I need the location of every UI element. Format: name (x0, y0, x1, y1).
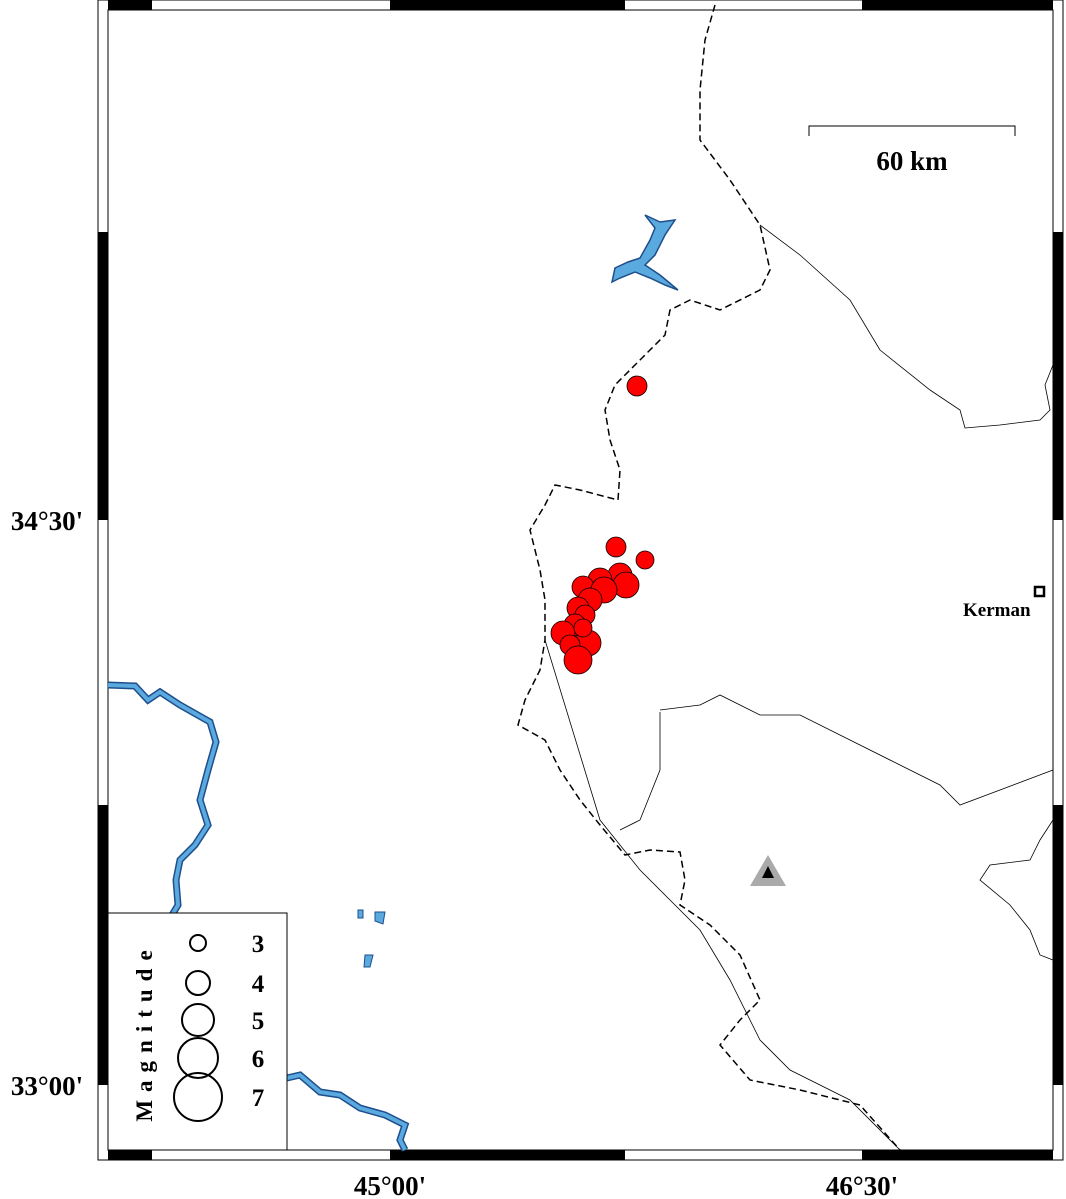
legend-label: 3 (252, 931, 265, 958)
border (517, 4, 901, 1151)
legend-circle (185, 970, 211, 996)
legend-label: 4 (252, 971, 265, 998)
legend-circle (173, 1072, 223, 1122)
province-line (544, 224, 1054, 1151)
lon-label: 46°30' (826, 1171, 898, 1199)
island (357, 909, 386, 968)
earthquakes (550, 375, 655, 675)
lat-label: 34°30' (11, 506, 83, 536)
lake (610, 214, 679, 291)
legend-label: 5 (252, 1008, 265, 1035)
legend-circle (189, 934, 207, 952)
scale-bar (808, 125, 1016, 136)
river (286, 1071, 410, 1152)
legend-box (107, 912, 288, 1151)
legend-circle (181, 1003, 215, 1037)
city-label: Kerman (963, 600, 1031, 621)
river (286, 1072, 408, 1151)
frame-ticks (98, 0, 1063, 1160)
lon-label: 45°00' (354, 1171, 426, 1199)
legend-title: Magnitude (132, 942, 157, 1121)
lat-label: 33°00' (11, 1071, 83, 1101)
city-marker (1033, 585, 1046, 598)
legend-label: 7 (252, 1085, 265, 1112)
station-core (762, 866, 774, 878)
river (107, 683, 219, 917)
scale-label: 60 km (876, 146, 948, 176)
legend-label: 6 (252, 1046, 265, 1073)
legend-circle (177, 1037, 219, 1079)
